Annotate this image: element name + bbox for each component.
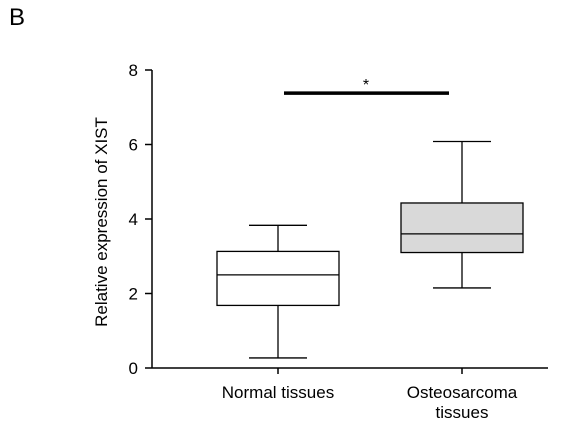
category-label-1-1: tissues <box>436 403 489 422</box>
y-tick-label-8: 8 <box>129 61 138 80</box>
category-label-1-0: Osteosarcoma <box>407 383 518 402</box>
box-1 <box>400 140 524 289</box>
box-marks <box>216 91 524 359</box>
box-rect-0 <box>216 250 340 307</box>
y-tick-label-2: 2 <box>129 285 138 304</box>
y-tick-label-4: 4 <box>129 210 138 229</box>
chart-labels: 0 2 4 6 8 Relative expression of XIST Normal t… <box>92 61 518 422</box>
category-label-0-0: Normal tissues <box>222 383 334 402</box>
y-tick-label-6: 6 <box>129 136 138 155</box>
axes <box>145 69 548 374</box>
box-0 <box>216 224 340 359</box>
panel-label: B <box>9 4 26 31</box>
significance-label: * <box>363 77 369 94</box>
box-rect-1 <box>400 202 524 254</box>
y-tick-label-0: 0 <box>129 359 138 378</box>
y-axis-label: Relative expression of XIST <box>92 117 111 327</box>
